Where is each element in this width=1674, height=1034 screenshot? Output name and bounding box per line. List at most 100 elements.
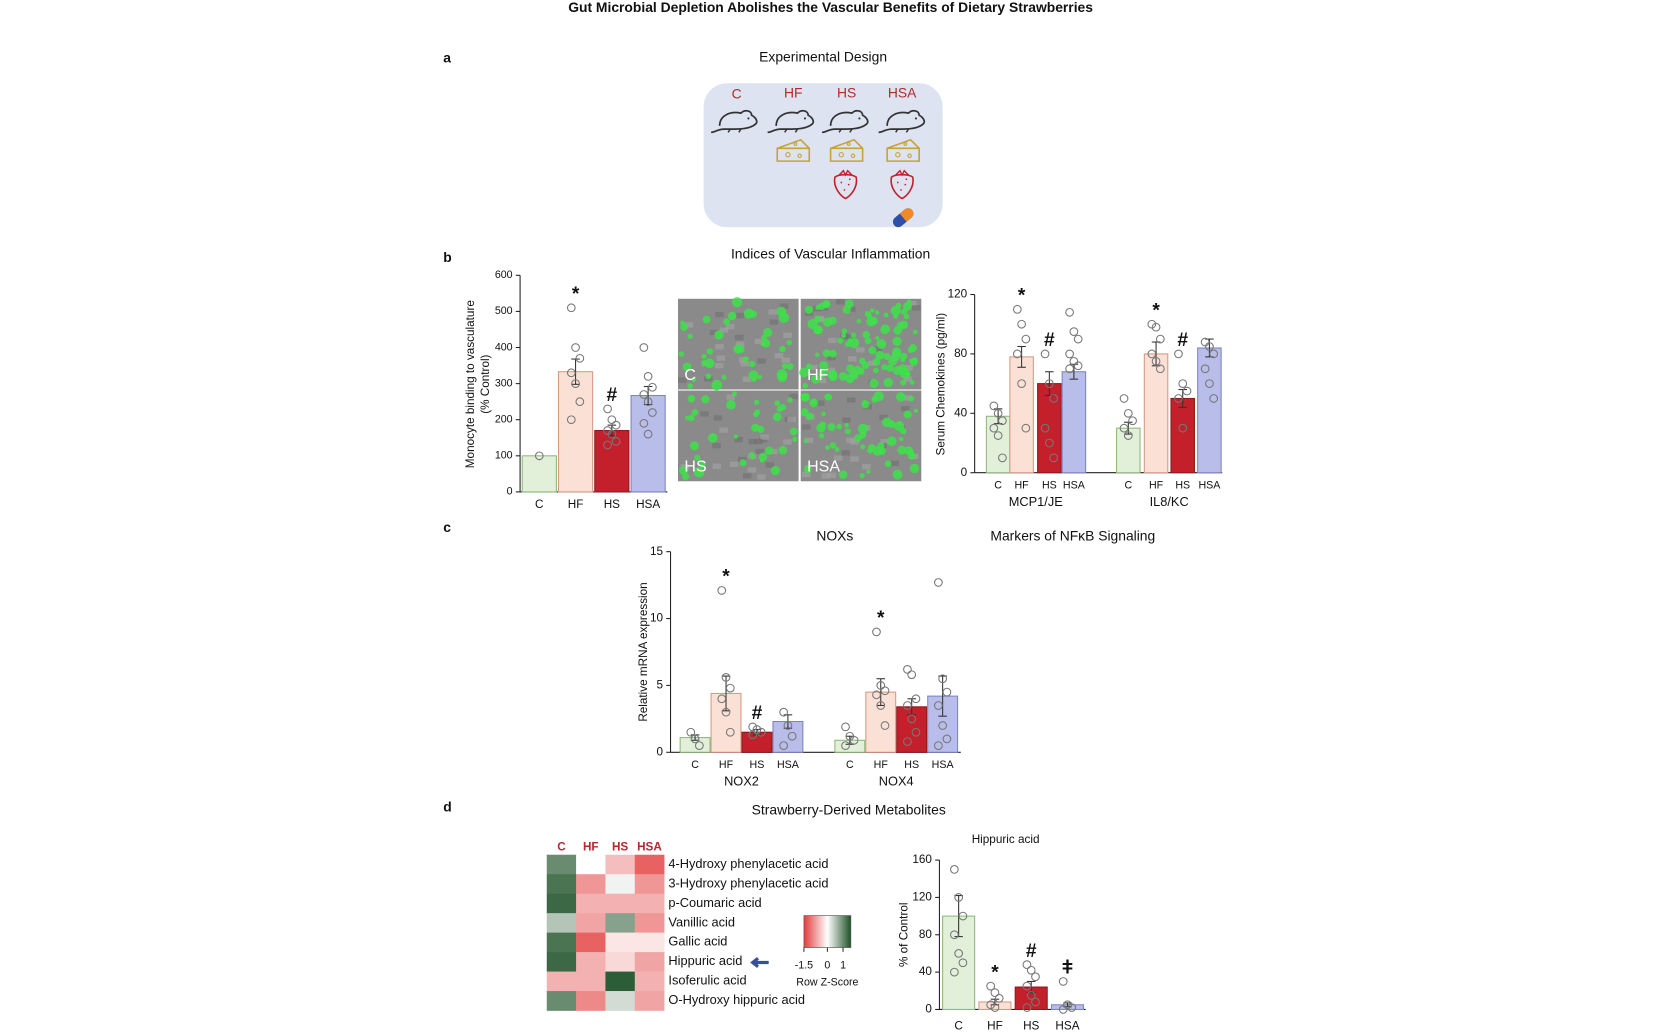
- cell: [875, 335, 880, 341]
- y-tick-label: 120: [912, 891, 932, 904]
- texture: [903, 395, 913, 401]
- data-point: [1065, 349, 1074, 359]
- x-tick-label: HSA: [777, 759, 800, 771]
- texture: [748, 438, 758, 445]
- heatmap-row-label: Vanillic acid: [668, 914, 735, 929]
- heatmap-column-label: C: [557, 840, 566, 853]
- x-tick-label: HF: [568, 498, 584, 511]
- cell: [897, 421, 903, 427]
- data-point: [933, 578, 943, 587]
- bar: [594, 430, 630, 493]
- cell: [891, 349, 902, 360]
- texture: [747, 467, 757, 473]
- cell: [803, 438, 808, 444]
- panel-title: Strawberry-Derived Metabolites: [752, 802, 946, 818]
- group-label: C: [732, 86, 742, 102]
- data-point: [872, 627, 881, 637]
- data-point: [611, 420, 621, 430]
- cell: [838, 470, 848, 479]
- heatmap-cell: [634, 893, 665, 914]
- cell: [892, 365, 903, 376]
- heatmap-cell: [634, 913, 665, 933]
- cell: [801, 392, 810, 402]
- cell: [886, 364, 894, 372]
- significance-marker: #: [1177, 330, 1188, 351]
- cell: [689, 441, 699, 451]
- x-tick-label: C: [535, 498, 544, 511]
- heatmap-row-label: Isoferulic acid: [668, 973, 746, 988]
- data-point: [575, 353, 585, 363]
- cell: [742, 356, 749, 363]
- cell: [877, 442, 885, 450]
- significance-marker: #: [1026, 941, 1037, 962]
- cell: [883, 377, 893, 388]
- cell: [881, 417, 892, 428]
- bar: [1197, 347, 1222, 474]
- cell: [727, 311, 737, 321]
- cell: [731, 391, 737, 397]
- cell: [763, 328, 773, 338]
- cell: [776, 369, 788, 380]
- data-point: [607, 429, 617, 439]
- texture: [856, 347, 865, 353]
- cell: [815, 352, 820, 357]
- cell: [786, 362, 794, 370]
- cell: [872, 358, 881, 366]
- texture: [903, 376, 912, 382]
- y-tick-label: 300: [495, 377, 513, 389]
- texture: [835, 299, 845, 305]
- data-point: [950, 930, 959, 940]
- cell: [679, 466, 688, 476]
- data-point: [1026, 991, 1036, 1000]
- data-point: [1123, 431, 1133, 440]
- y-tick-label: 5: [657, 679, 664, 692]
- group-label: MCP1/JE: [1009, 494, 1063, 509]
- data-point: [1022, 981, 1032, 991]
- texture: [757, 358, 766, 364]
- texture: [709, 329, 719, 336]
- cell: [827, 371, 838, 382]
- texture: [900, 406, 910, 412]
- cell: [861, 361, 870, 370]
- data-point: [1022, 960, 1032, 970]
- data-point: [1026, 965, 1036, 975]
- texture: [783, 332, 792, 338]
- cell: [787, 397, 793, 403]
- cell: [892, 336, 902, 347]
- cell: [912, 329, 918, 335]
- cell: [829, 349, 837, 358]
- data-point: [841, 722, 850, 732]
- cell: [814, 315, 822, 323]
- data-point: [1012, 304, 1022, 314]
- cell: [895, 302, 902, 309]
- cell: [779, 345, 786, 353]
- data-point: [571, 379, 580, 388]
- cell: [860, 444, 866, 450]
- texture: [740, 361, 749, 367]
- cell: [739, 459, 747, 467]
- data-point: [1128, 416, 1137, 426]
- data-point: [783, 721, 793, 730]
- texture: [848, 356, 857, 362]
- cell: [842, 305, 851, 314]
- data-point: [1022, 1003, 1032, 1012]
- panel-title: NOXs: [816, 527, 853, 543]
- cell: [760, 341, 765, 347]
- colorbar: [803, 915, 852, 948]
- cell: [856, 318, 862, 324]
- heatmap-cell: [546, 854, 577, 875]
- cell: [789, 427, 798, 436]
- cell: [834, 447, 840, 452]
- data-point: [1119, 423, 1129, 433]
- cell: [802, 382, 809, 389]
- data-point: [942, 734, 952, 744]
- texture: [827, 472, 837, 478]
- cell: [707, 433, 718, 443]
- data-point: [1119, 394, 1129, 403]
- texture: [715, 311, 724, 318]
- data-point: [648, 408, 657, 417]
- group-label: HS: [837, 85, 856, 101]
- data-point: [1178, 379, 1188, 388]
- figure-title: Gut Microbial Depletion Abolishes the Va…: [568, 0, 1093, 15]
- bar: [1170, 397, 1196, 474]
